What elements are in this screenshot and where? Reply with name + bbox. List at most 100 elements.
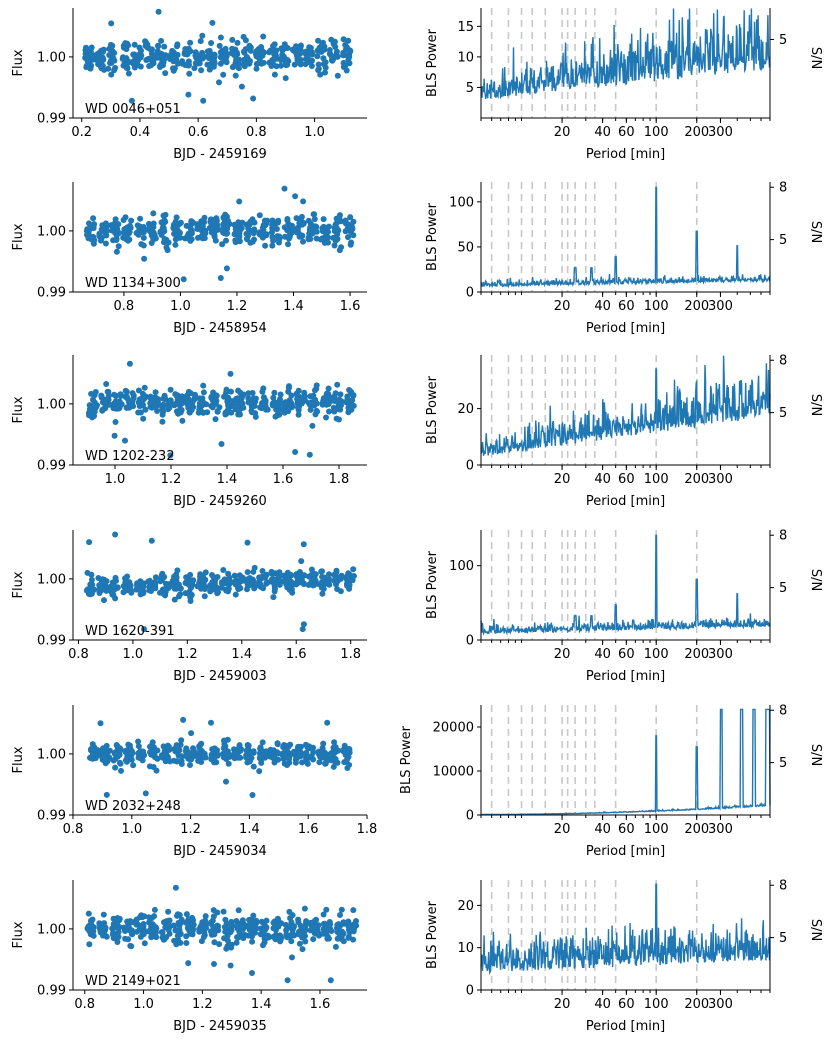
left-ytick-label: 1.00	[37, 922, 66, 937]
flux-point	[321, 920, 328, 927]
flux-point	[269, 401, 276, 408]
flux-point	[197, 38, 204, 45]
flux-point	[293, 579, 300, 586]
bls-ylabel: BLS Power	[399, 725, 414, 794]
flux-point	[220, 745, 227, 752]
flux-point	[350, 922, 357, 929]
left-xtick-label: 0.8	[114, 299, 135, 314]
flux-point	[332, 943, 339, 950]
bls-ylabel: BLS Power	[425, 28, 440, 97]
flux-point-outlier	[112, 531, 119, 538]
flux-point	[325, 239, 331, 246]
left-ytick-label: 0.99	[37, 112, 66, 127]
flux-point	[261, 927, 268, 934]
flux-point	[191, 65, 198, 72]
flux-point	[314, 53, 321, 60]
flux-point	[240, 926, 247, 932]
flux-point	[186, 756, 193, 763]
flux-point	[212, 416, 219, 423]
period-xlabel: Period [min]	[586, 1019, 665, 1034]
flux-point	[129, 931, 136, 938]
flux-point	[333, 748, 339, 755]
flux-point-outlier	[327, 977, 334, 984]
flux-point	[199, 32, 206, 39]
flux-point	[228, 923, 235, 930]
flux-point	[332, 575, 339, 582]
flux-point-outlier	[249, 792, 256, 798]
flux-point	[183, 933, 190, 940]
flux-point	[228, 388, 234, 395]
flux-point	[179, 393, 186, 400]
flux-point	[185, 396, 192, 403]
left-xtick-label: 1.4	[239, 822, 260, 837]
flux-point	[313, 407, 320, 414]
flux-point	[310, 936, 317, 943]
flux-point	[223, 386, 230, 393]
period-tick-label: 20	[554, 299, 571, 314]
flux-point	[281, 742, 287, 748]
flux-point	[261, 935, 268, 942]
sn-tick-label: 5	[779, 931, 787, 946]
flux-point	[350, 907, 357, 914]
target-label: WD 1134+300	[85, 276, 181, 291]
left-xtick-label: 1.8	[329, 472, 350, 487]
flux-point	[277, 62, 284, 69]
flux-point	[338, 906, 345, 913]
flux-point	[157, 589, 163, 596]
flux-point	[208, 229, 215, 236]
flux-point	[239, 917, 246, 924]
flux-point	[260, 33, 267, 40]
flux-point	[281, 409, 288, 416]
flux-point	[332, 390, 339, 397]
flux-point	[347, 398, 354, 405]
flux-point	[221, 737, 227, 744]
left-xtick-label: 1.0	[304, 125, 325, 140]
flux-point	[292, 759, 299, 766]
flux-point	[194, 224, 201, 231]
flux-point-outlier	[217, 275, 224, 281]
flux-point	[106, 747, 113, 754]
flux-point	[100, 48, 106, 55]
flux-point	[257, 931, 264, 938]
flux-point	[109, 925, 116, 932]
flux-point	[201, 593, 208, 600]
period-tick-label: 100	[644, 472, 669, 487]
flux-point	[100, 911, 107, 918]
flux-point	[158, 60, 165, 67]
flux-point	[128, 217, 135, 224]
flux-point	[113, 577, 119, 584]
left-ylabel: Flux	[11, 223, 26, 250]
flux-point	[172, 53, 179, 60]
flux-point	[342, 42, 349, 48]
flux-point	[108, 222, 115, 229]
flux-point	[331, 739, 338, 746]
flux-point	[298, 743, 304, 750]
period-tick-label: 100	[644, 822, 669, 837]
left-xlabel: BJD - 2458954	[173, 321, 267, 336]
flux-point	[301, 905, 308, 912]
flux-point	[237, 747, 244, 754]
flux-point	[136, 223, 143, 230]
flux-point-outlier	[211, 961, 217, 967]
flux-point	[293, 215, 300, 222]
flux-point	[219, 241, 226, 248]
flux-point-outlier	[227, 370, 234, 377]
flux-point	[134, 580, 141, 587]
left-xtick-label: 1.6	[273, 472, 294, 487]
flux-point	[178, 737, 185, 744]
flux-point	[105, 65, 112, 72]
flux-point	[188, 584, 194, 591]
bls-power-trace	[481, 708, 771, 816]
flux-point	[112, 755, 119, 762]
bls-ytick-label: 0	[466, 286, 474, 301]
flux-point	[188, 591, 195, 598]
flux-point	[277, 936, 284, 943]
flux-point	[211, 52, 218, 59]
flux-point	[237, 411, 243, 418]
flux-point	[350, 566, 357, 573]
flux-point-outlier	[300, 541, 307, 548]
flux-point	[243, 747, 250, 754]
flux-point	[242, 46, 249, 53]
flux-point	[101, 398, 108, 405]
left-xtick-label: 0.8	[68, 647, 89, 662]
